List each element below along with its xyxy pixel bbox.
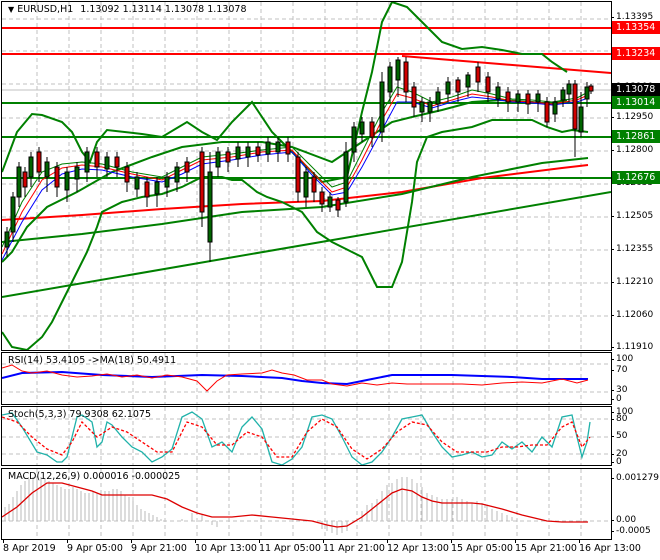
macd-tick: -0.0005: [611, 526, 651, 536]
stoch-tick: 100: [610, 407, 634, 417]
macd-tick: 0.001279: [611, 473, 659, 483]
price-tick: 1.12505: [610, 211, 654, 221]
time-tick: 16 Apr 13:00: [579, 539, 641, 554]
stoch-tick: 0: [611, 457, 622, 467]
current-price-label: 1.13078: [612, 83, 660, 96]
ohlc-values: 1.13092 1.13114 1.13078 1.13078: [80, 4, 247, 15]
stoch-tick: 20: [610, 449, 628, 459]
price-axis: 1.13395 1.13100 1.12950 1.12800 1.12655 …: [610, 0, 660, 352]
level-label-support-2: 1.12861: [612, 130, 660, 143]
stochastic-pane[interactable]: Stoch(5,3,3) 79.9308 62.1075: [1, 406, 612, 466]
stoch-tick: 80: [610, 414, 628, 424]
rsi-tick: 100: [610, 354, 634, 364]
time-tick: 8 Apr 2019: [3, 539, 56, 554]
macd-axis: 0.001279 0.00 -0.0005: [610, 468, 660, 538]
macd-histogram: [4, 477, 518, 535]
rsi-canvas: [2, 353, 611, 404]
stoch-tick: 50: [610, 431, 628, 441]
rsi-tick: 70: [610, 365, 628, 375]
price-tick: 1.11910: [610, 342, 654, 352]
price-tick: 1.12060: [610, 310, 654, 320]
time-tick: 12 Apr 13:00: [387, 539, 449, 554]
level-label-resistance-2: 1.13354: [612, 21, 660, 34]
macd-canvas: [2, 469, 611, 539]
stochastic-title: Stoch(5,3,3) 79.9308 62.1075: [8, 409, 152, 420]
macd-tick: 0.00: [610, 515, 637, 525]
price-chart-canvas: [2, 2, 611, 350]
triangle-down-icon[interactable]: ▼: [8, 5, 15, 14]
level-label-support-3: 1.12676: [612, 171, 660, 184]
time-tick: 11 Apr 05:00: [259, 539, 321, 554]
symbol-label: EURUSD,H1: [17, 4, 74, 15]
price-chart-pane[interactable]: ▼ EURUSD,H1 1.13092 1.13114 1.13078 1.13…: [1, 1, 612, 351]
price-tick: 1.13395: [610, 12, 654, 22]
level-label-resistance-1: 1.13234: [612, 47, 660, 60]
macd-pane[interactable]: MACD(12,26,9) 0.000016 -0.000025: [1, 468, 612, 540]
stochastic-axis: 100 80 50 20 0: [610, 406, 660, 467]
stochastic-canvas: [2, 407, 611, 465]
time-tick: 9 Apr 05:00: [67, 539, 123, 554]
chart-header: ▼ EURUSD,H1 1.13092 1.13114 1.13078 1.13…: [8, 4, 247, 15]
level-label-support-1: 1.13014: [612, 96, 660, 109]
rsi-tick: 0: [611, 394, 622, 404]
price-tick: 1.12210: [610, 277, 654, 287]
time-tick: 10 Apr 13:00: [195, 539, 257, 554]
time-tick: 15 Apr 05:00: [451, 539, 513, 554]
time-tick: 9 Apr 21:00: [131, 539, 187, 554]
price-tick: 1.12950: [610, 112, 654, 122]
rsi-tick: 30: [610, 385, 628, 395]
rsi-axis: 100 70 30 0: [610, 352, 660, 404]
price-tick: 1.12355: [610, 244, 654, 254]
rsi-title: RSI(14) 53.4105 ->MA(18) 50.4911: [8, 355, 177, 366]
rsi-pane[interactable]: RSI(14) 53.4105 ->MA(18) 50.4911: [1, 352, 612, 405]
price-tick: 1.12800: [610, 145, 654, 155]
candles: [4, 57, 594, 262]
time-tick: 11 Apr 21:00: [323, 539, 385, 554]
time-tick: 15 Apr 21:00: [515, 539, 577, 554]
macd-title: MACD(12,26,9) 0.000016 -0.000025: [8, 471, 181, 482]
